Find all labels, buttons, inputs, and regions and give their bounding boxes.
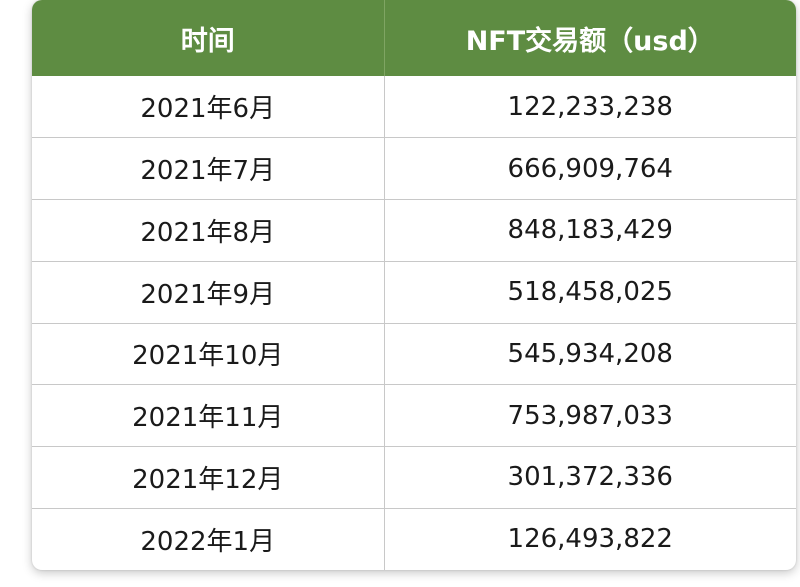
table-row: 2021年11月 753,987,033 [32,384,796,447]
table-row: 2021年9月 518,458,025 [32,260,796,323]
cell-amount: 666,909,764 [384,137,796,200]
cell-time: 2021年10月 [32,322,385,385]
cell-amount: 126,493,822 [384,507,796,570]
table-row: 2021年10月 545,934,208 [32,322,796,385]
table-row: 2022年1月 126,493,822 [32,507,796,570]
cell-time: 2022年1月 [32,507,385,570]
table-row: 2021年6月 122,233,238 [32,76,796,138]
nft-volume-table-card: 时间 NFT交易额（usd） 2021年6月 122,233,238 2021年… [32,0,796,570]
header-time: 时间 [32,0,385,76]
cell-time: 2021年6月 [32,76,385,138]
cell-amount: 301,372,336 [384,446,796,509]
cell-time: 2021年7月 [32,137,385,200]
cell-amount: 518,458,025 [384,260,796,323]
table-header: 时间 NFT交易额（usd） [32,0,796,76]
cell-amount: 545,934,208 [384,322,796,385]
cell-time: 2021年9月 [32,260,385,323]
cell-amount: 848,183,429 [384,199,796,262]
header-row: 时间 NFT交易额（usd） [32,0,796,76]
table-row: 2021年7月 666,909,764 [32,137,796,200]
cell-time: 2021年11月 [32,384,385,447]
nft-volume-table: 时间 NFT交易额（usd） 2021年6月 122,233,238 2021年… [32,0,796,570]
table-row: 2021年12月 301,372,336 [32,446,796,509]
cell-amount: 753,987,033 [384,384,796,447]
cell-amount: 122,233,238 [507,91,673,122]
cell-time: 2021年12月 [32,446,385,509]
cell-time: 2021年8月 [32,199,385,262]
header-amount: NFT交易额（usd） [384,0,796,76]
table-body: 2021年6月 122,233,238 2021年7月 666,909,764 … [32,76,796,570]
table-row: 2021年8月 848,183,429 [32,199,796,262]
